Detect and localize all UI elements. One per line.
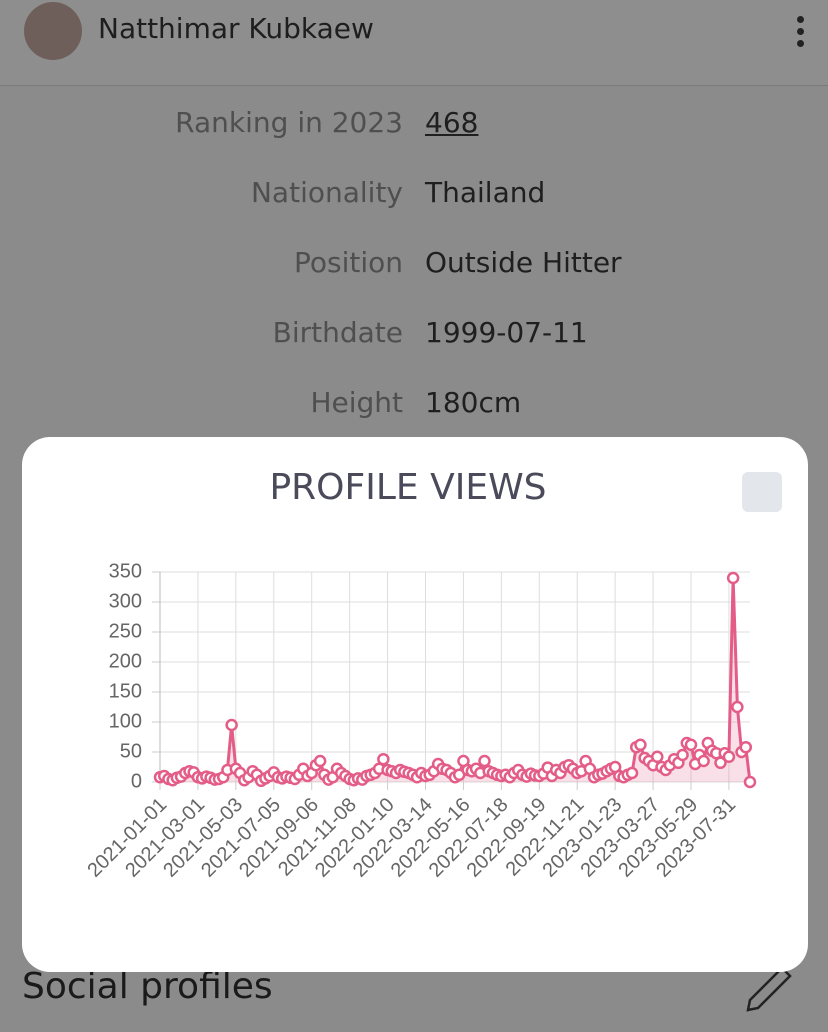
y-tick-label: 0 xyxy=(131,770,142,792)
area xyxy=(160,578,750,782)
y-tick-label: 200 xyxy=(109,650,142,672)
y-tick-label: 150 xyxy=(109,680,142,702)
y-tick-label: 100 xyxy=(109,710,142,732)
point xyxy=(225,718,238,732)
point xyxy=(726,571,740,585)
field-label: Ranking in 2023 xyxy=(175,106,403,139)
y-tick-label: 250 xyxy=(109,620,142,642)
field-label: Nationality xyxy=(250,176,403,209)
chart: PROFILE VIEWS 0501001502002503003502021-… xyxy=(83,467,757,882)
point xyxy=(651,750,664,764)
field-label: Position xyxy=(293,246,403,279)
avatar[interactable] xyxy=(24,2,82,60)
point xyxy=(697,754,710,768)
menu-dot[interactable] xyxy=(797,28,804,35)
section-title: Social profiles xyxy=(22,966,273,1007)
field-value: 1999-07-11 xyxy=(425,316,588,349)
menu-dot[interactable] xyxy=(797,40,804,47)
profile-row: Ranking in 2023 468 xyxy=(0,106,828,146)
y-tick-label: 300 xyxy=(109,590,142,612)
field-label: Height xyxy=(310,386,403,419)
ranking-link[interactable]: 468 xyxy=(425,106,479,139)
close-button[interactable] xyxy=(742,472,782,512)
menu-dot[interactable] xyxy=(797,16,804,23)
field-value: Outside Hitter xyxy=(425,246,622,279)
field-value: Thailand xyxy=(425,176,546,209)
point xyxy=(313,754,327,768)
edit-icon[interactable] xyxy=(746,966,792,1012)
y-tick-label: 350 xyxy=(109,560,142,582)
field-label: Birthdate xyxy=(272,316,403,349)
point xyxy=(731,700,744,714)
point xyxy=(478,754,491,768)
profile-row: Height 180cm xyxy=(0,386,828,426)
line xyxy=(159,577,752,783)
point xyxy=(377,752,390,766)
point xyxy=(634,738,647,752)
point xyxy=(684,738,698,752)
point xyxy=(739,740,753,754)
field-value: 180cm xyxy=(425,386,522,419)
modal: PROFILE VIEWS 0 50 100 150 200 250 300 350 2021-… xyxy=(22,437,808,972)
header: Natthimar Kubkaew xyxy=(0,0,828,86)
chart-title: PROFILE VIEWS xyxy=(269,467,546,508)
point xyxy=(676,748,689,762)
profile-row: Birthdate 1999-07-11 xyxy=(0,316,828,356)
point xyxy=(743,775,757,789)
player-name: Natthimar Kubkaew xyxy=(98,12,374,45)
profile-row: Position Outside Hitter xyxy=(0,246,828,286)
point xyxy=(722,750,736,764)
y-tick-label: 50 xyxy=(120,740,142,762)
point xyxy=(625,766,639,780)
profile-row: Nationality Thailand xyxy=(0,176,828,216)
